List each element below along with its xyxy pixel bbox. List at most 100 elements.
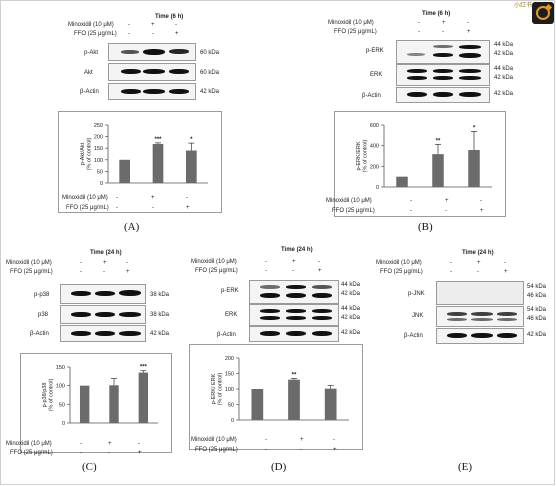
- ffo-label: FFO (25 μg/mL): [74, 31, 117, 37]
- sign: +: [108, 441, 112, 447]
- western-blot: [108, 63, 196, 81]
- significance-label: ***: [154, 137, 162, 143]
- sign: -: [103, 269, 105, 275]
- western-blot: [60, 305, 146, 324]
- ffo-label: FFO (25 μg/mL): [10, 450, 53, 456]
- sign: -: [80, 450, 82, 456]
- minoxidil-label: Minoxidil (10 μM): [6, 441, 52, 447]
- y-axis-label: p-ERK/ERK(% of control): [356, 139, 369, 172]
- watermark-text: 小红书: [513, 3, 532, 9]
- blot-label: Akt: [84, 70, 93, 76]
- panel-label: (C): [82, 461, 97, 473]
- blot-label: β-Actin: [217, 332, 236, 338]
- minoxidil-label: Minoxidil (10 μM): [376, 260, 422, 266]
- y-tick-label: 100: [225, 387, 234, 393]
- panel-c: Time (24 h) Minoxidil (10 μM) FFO (25 μg…: [0, 240, 185, 486]
- western-blot: [436, 281, 524, 305]
- panel-d: Time (24 h) Minoxidil (10 μM) FFO (25 μg…: [185, 240, 370, 486]
- sign: -: [480, 198, 482, 204]
- time-label: Time (24 h): [90, 250, 122, 256]
- blot-label: β-Actin: [404, 333, 423, 339]
- sign: -: [152, 205, 154, 211]
- y-tick-label: 200: [225, 356, 234, 362]
- y-tick-label: 250: [94, 123, 103, 129]
- kda-label: 42 kDa: [341, 330, 361, 336]
- sign: -: [265, 259, 267, 265]
- y-tick-label: 600: [370, 123, 379, 129]
- minoxidil-label: Minoxidil (10 μM): [328, 20, 374, 26]
- sign: -: [116, 205, 118, 211]
- western-blot: [436, 306, 524, 327]
- sign: +: [292, 259, 296, 265]
- western-blot: [249, 304, 339, 326]
- y-tick-label: 0: [376, 185, 379, 191]
- western-blot: [249, 280, 339, 304]
- y-tick-label: 100: [94, 158, 103, 164]
- sign: -: [80, 441, 82, 447]
- sign: -: [80, 269, 82, 275]
- sign: +: [138, 450, 142, 456]
- western-blot: [60, 284, 146, 304]
- western-blot: [108, 83, 196, 100]
- ffo-label: FFO (25 μg/mL): [332, 208, 375, 214]
- sign: +: [467, 29, 471, 35]
- sign: -: [477, 269, 479, 275]
- kda-label: 54 kDa: [527, 307, 547, 313]
- bar: [109, 385, 119, 423]
- y-tick-label: 100: [56, 384, 65, 390]
- logo-icon: [532, 2, 554, 24]
- chart-box: [334, 111, 506, 217]
- sign: -: [128, 22, 130, 28]
- kda-label: 60 kDa: [200, 70, 220, 76]
- blot-label: p-JNK: [408, 291, 425, 297]
- time-label: Time (6 h): [422, 11, 451, 17]
- bar: [138, 372, 149, 423]
- sign: -: [450, 260, 452, 266]
- western-blot: [60, 325, 146, 342]
- bar: [396, 176, 408, 187]
- sign: -: [138, 441, 140, 447]
- significance-label: *: [473, 125, 476, 131]
- bar: [324, 388, 337, 420]
- significance-label: **: [292, 372, 297, 378]
- ffo-label: FFO (25 μg/mL): [380, 269, 423, 275]
- y-axis-label: p-ERK/ ERK(% of control): [211, 372, 224, 405]
- kda-label: 44 kDa: [494, 42, 514, 48]
- blot-label: p-ERK: [221, 288, 239, 294]
- kda-label: 42 kDa: [200, 89, 220, 95]
- blot-label: JNK: [412, 313, 424, 319]
- sign: -: [108, 450, 110, 456]
- kda-label: 38 kDa: [150, 312, 170, 318]
- panel-label: (A): [124, 221, 140, 233]
- blot-label: ERK: [370, 72, 383, 78]
- sign: +: [103, 260, 107, 266]
- sign: -: [318, 259, 320, 265]
- ffo-label: FFO (25 μg/mL): [66, 205, 109, 211]
- y-tick-label: 0: [62, 421, 65, 427]
- sign: -: [450, 269, 452, 275]
- blot-label: p-p38: [34, 292, 50, 298]
- y-tick-label: 400: [370, 144, 379, 150]
- panel-label: (E): [458, 461, 473, 473]
- kda-label: 46 kDa: [527, 316, 547, 322]
- bar: [432, 154, 444, 187]
- bar-chart: 0 50 100 150 p-p38/p38(% of control) ***: [42, 365, 158, 427]
- sign: -: [152, 31, 154, 37]
- blot-label: p-Akt: [84, 50, 99, 56]
- time-label: Time (6 h): [155, 14, 184, 20]
- y-axis-label: p-Akt/Akt(% of control): [80, 137, 93, 170]
- bar: [468, 150, 480, 187]
- sign: +: [175, 31, 179, 37]
- y-tick-label: 50: [59, 402, 65, 408]
- sign: -: [80, 260, 82, 266]
- kda-label: 44 kDa: [494, 66, 514, 72]
- ffo-label: FFO (25 μg/mL): [195, 268, 238, 274]
- kda-label: 42 kDa: [494, 75, 514, 81]
- kda-label: 54 kDa: [527, 284, 547, 290]
- y-tick-label: 50: [228, 403, 234, 409]
- bar: [251, 389, 264, 420]
- minoxidil-label: Minoxidil (10 μM): [191, 437, 237, 443]
